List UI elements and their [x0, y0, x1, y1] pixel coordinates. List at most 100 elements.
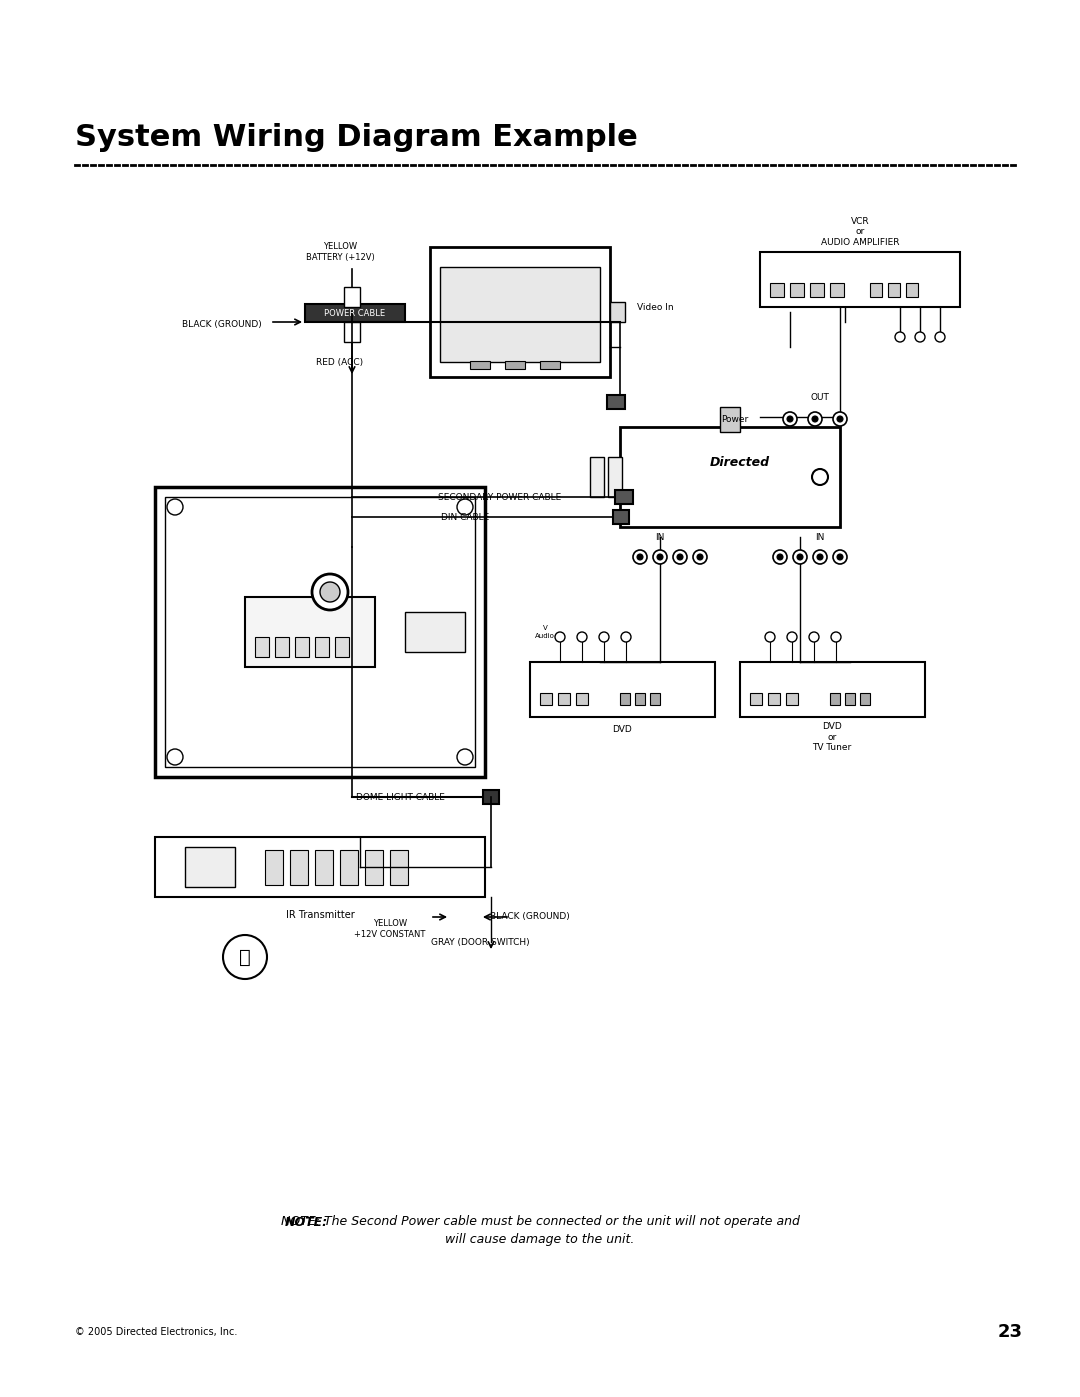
Circle shape [831, 631, 841, 643]
Circle shape [312, 574, 348, 610]
Text: NOTE:: NOTE: [285, 1215, 328, 1228]
Circle shape [787, 631, 797, 643]
Text: IN: IN [815, 532, 825, 542]
Bar [245, 597, 375, 666]
Circle shape [457, 749, 473, 766]
Bar [255, 637, 269, 657]
Circle shape [812, 416, 818, 422]
Text: 23: 23 [998, 1323, 1023, 1341]
Bar [650, 693, 660, 705]
Bar [610, 302, 625, 321]
Text: Power: Power [721, 415, 748, 423]
Bar [540, 360, 561, 369]
Text: GRAY (DOOR SWITCH): GRAY (DOOR SWITCH) [431, 937, 529, 947]
Circle shape [633, 550, 647, 564]
Circle shape [555, 631, 565, 643]
Bar [615, 490, 633, 504]
Circle shape [837, 416, 843, 422]
Circle shape [167, 749, 183, 766]
Text: RED (ACC): RED (ACC) [316, 358, 364, 366]
Circle shape [797, 555, 804, 560]
Bar [888, 284, 900, 298]
Bar [613, 510, 629, 524]
Text: YELLOW
BATTERY (+12V): YELLOW BATTERY (+12V) [306, 242, 375, 261]
Text: DOME LIGHT CABLE: DOME LIGHT CABLE [355, 792, 445, 802]
Circle shape [773, 550, 787, 564]
Bar [291, 849, 308, 886]
Text: System Wiring Diagram Example: System Wiring Diagram Example [75, 123, 638, 152]
Bar [530, 662, 715, 717]
Text: NOTE: The Second Power cable must be connected or the unit will not operate and: NOTE: The Second Power cable must be con… [281, 1215, 799, 1228]
Circle shape [621, 631, 631, 643]
Circle shape [599, 631, 609, 643]
Text: DVD: DVD [612, 725, 632, 733]
Bar [607, 395, 625, 409]
Circle shape [673, 550, 687, 564]
Circle shape [577, 631, 588, 643]
Circle shape [813, 550, 827, 564]
Circle shape [793, 550, 807, 564]
Bar [440, 267, 600, 362]
Circle shape [697, 555, 703, 560]
Text: VCR
or
AUDIO AMPLIFIER: VCR or AUDIO AMPLIFIER [821, 217, 900, 247]
Circle shape [222, 935, 267, 979]
Bar [860, 693, 870, 705]
Text: BLACK (GROUND): BLACK (GROUND) [490, 912, 570, 922]
Bar [405, 612, 465, 652]
Bar [620, 693, 630, 705]
Bar [156, 488, 485, 777]
Bar [760, 251, 960, 307]
Text: YELLOW
+12V CONSTANT: YELLOW +12V CONSTANT [354, 919, 426, 939]
Bar [483, 789, 499, 805]
Bar [789, 284, 804, 298]
Circle shape [693, 550, 707, 564]
Bar [165, 497, 475, 767]
Bar [185, 847, 235, 887]
Bar [906, 284, 918, 298]
Bar [720, 407, 740, 432]
Bar [295, 637, 309, 657]
Circle shape [657, 555, 663, 560]
Bar [470, 360, 490, 369]
Text: © 2005 Directed Electronics, Inc.: © 2005 Directed Electronics, Inc. [75, 1327, 238, 1337]
Circle shape [808, 412, 822, 426]
Bar [831, 284, 843, 298]
Text: Video In: Video In [637, 303, 673, 312]
Bar [845, 693, 855, 705]
Bar [620, 427, 840, 527]
Bar [635, 693, 645, 705]
Bar [345, 286, 360, 307]
Bar [558, 693, 570, 705]
Text: SECONDARY POWER CABLE: SECONDARY POWER CABLE [438, 493, 562, 502]
Bar [305, 305, 405, 321]
Circle shape [809, 631, 819, 643]
Bar [315, 849, 333, 886]
Text: IN: IN [656, 532, 664, 542]
Bar [156, 837, 485, 897]
Text: 🎧: 🎧 [239, 947, 251, 967]
Bar [345, 321, 360, 342]
Circle shape [783, 412, 797, 426]
Bar [430, 247, 610, 377]
Bar [540, 693, 552, 705]
Text: POWER CABLE: POWER CABLE [324, 309, 386, 317]
Circle shape [915, 332, 924, 342]
Bar [750, 693, 762, 705]
Circle shape [833, 550, 847, 564]
Bar [315, 637, 329, 657]
Circle shape [833, 412, 847, 426]
Circle shape [765, 631, 775, 643]
Text: DIN CABLE: DIN CABLE [441, 513, 489, 521]
Bar [810, 284, 824, 298]
Bar [576, 693, 588, 705]
Circle shape [895, 332, 905, 342]
Circle shape [167, 499, 183, 515]
Text: DVD
or
TV Tuner: DVD or TV Tuner [812, 722, 852, 752]
Text: BLACK (GROUND): BLACK (GROUND) [183, 320, 262, 330]
Circle shape [935, 332, 945, 342]
Bar [608, 457, 622, 497]
Circle shape [837, 555, 843, 560]
Bar [786, 693, 798, 705]
Bar [505, 360, 525, 369]
Text: OUT: OUT [811, 393, 829, 401]
